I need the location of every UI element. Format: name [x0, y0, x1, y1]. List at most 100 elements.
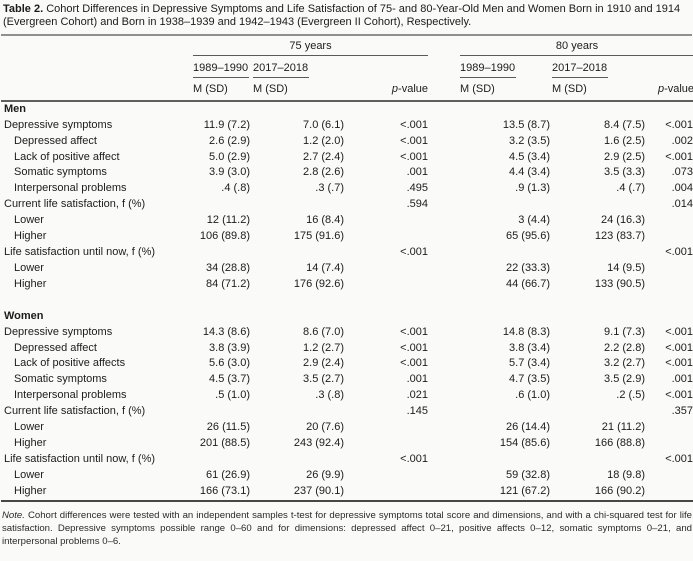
cell-value: 16 (8.4) — [306, 214, 344, 227]
column-gap — [428, 77, 461, 102]
cell-value: .004 — [671, 182, 693, 195]
row-label: Life satisfaction until now, f (%) — [4, 452, 156, 465]
table-row: Depressed affect 2.6 (2.9) 1.2 (2.0) <.001 3… — [1, 134, 693, 150]
cell-value: 7.0 (6.1) — [303, 118, 344, 131]
cell-value: 3.2 (2.7) — [604, 357, 646, 370]
msd-header: M (SD) — [253, 77, 348, 102]
cell-value: .002 — [671, 134, 693, 147]
table-row: Current life satisfaction, f (%) .594 .014 — [1, 197, 693, 213]
column-gap — [428, 245, 460, 261]
cell-value: <.001 — [400, 118, 429, 131]
cell-value — [348, 229, 428, 245]
column-gap — [428, 118, 460, 134]
cell-value — [348, 213, 428, 229]
column-gap — [428, 404, 460, 420]
cell-value: 24 (16.3) — [600, 214, 646, 227]
cell-value: <.001 — [665, 245, 693, 258]
cell-value: 5.0 (2.9) — [209, 150, 250, 163]
table-note: Note. Cohort differences were tested wit… — [1, 502, 692, 548]
cell-value: <.001 — [665, 118, 693, 131]
column-gap — [428, 197, 460, 213]
table-row: Depressive symptoms 11.9 (7.2) 7.0 (6.1) <.… — [1, 118, 693, 134]
row-label: Lower — [14, 468, 44, 481]
table-row: Higher 166 (73.1) 237 (90.1) 121 (67.2) 166 … — [1, 484, 693, 501]
cell-value: 3.5 (2.7) — [303, 373, 344, 386]
row-label: Lack of positive affect — [14, 150, 120, 163]
cell-value — [647, 468, 693, 484]
period-80-early: 1989–1990 — [460, 55, 552, 78]
table-row: Interpersonal problems .5 (1.0) .3 (.8) .02… — [1, 388, 693, 404]
cell-value — [647, 261, 693, 277]
row-label: Lower — [14, 214, 44, 227]
cell-value: 2.9 (2.4) — [303, 357, 344, 370]
age-group-row: 75 years 80 years — [1, 35, 693, 56]
cell-value — [348, 436, 428, 452]
table-row: Higher 201 (88.5) 243 (92.4) 154 (85.6) 166 … — [1, 436, 693, 452]
column-gap — [428, 277, 460, 293]
cell-value: .357 — [671, 405, 693, 418]
table-row: Life satisfaction until now, f (%) <.001 <… — [1, 452, 693, 468]
cell-value: .073 — [671, 166, 693, 179]
cell-value: 176 (92.6) — [293, 277, 344, 290]
cohort-differences-table: 75 years 80 years 1989–1990 2017–2018 19… — [1, 35, 693, 502]
cell-value: .001 — [406, 373, 429, 386]
cell-value: 26 (11.5) — [206, 421, 250, 434]
cell-value — [647, 436, 693, 452]
header-empty — [1, 55, 193, 78]
column-gap — [428, 181, 460, 197]
cell-value — [348, 101, 428, 118]
table-row: Lower 26 (11.5) 20 (7.6) 26 (14.4) 21 (11.2) — [1, 420, 693, 436]
cell-value: .145 — [406, 405, 429, 418]
column-gap — [428, 468, 460, 484]
cell-value: 106 (89.8) — [199, 230, 250, 243]
table-row: Depressive symptoms 14.3 (8.6) 8.6 (7.0) <.… — [1, 325, 693, 341]
row-label: Higher — [14, 277, 47, 290]
cell-value — [348, 261, 428, 277]
row-label: Higher — [14, 436, 47, 449]
cell-value — [253, 101, 348, 118]
age-group-75: 75 years — [193, 35, 429, 56]
period-75-early: 1989–1990 — [193, 55, 253, 78]
cell-value: 22 (33.3) — [505, 261, 551, 274]
column-gap — [428, 55, 460, 78]
note-text: Cohort differences were tested with an i… — [2, 509, 692, 547]
header-empty — [348, 55, 428, 78]
cell-value: 5.6 (3.0) — [209, 357, 250, 370]
cell-value: <.001 — [400, 150, 429, 163]
cell-value: 154 (85.6) — [499, 436, 551, 449]
cell-value — [647, 309, 693, 325]
table-row: Somatic symptoms 4.5 (3.7) 3.5 (2.7) .001 4.… — [1, 372, 693, 388]
p-value-header: p-value — [647, 77, 693, 102]
cell-value: <.001 — [665, 341, 693, 354]
row-label: Current life satisfaction, f (%) — [4, 198, 146, 211]
row-label: Depressive symptoms — [4, 325, 113, 338]
cell-value — [348, 484, 428, 501]
row-label: Somatic symptoms — [14, 166, 107, 179]
msd-header: M (SD) — [552, 77, 648, 102]
cell-value: <.001 — [400, 325, 429, 338]
cell-value: 14 (7.4) — [306, 261, 344, 274]
cell-value: <.001 — [665, 389, 693, 402]
table-header: 75 years 80 years 1989–1990 2017–2018 19… — [1, 35, 693, 102]
cell-value — [460, 245, 552, 261]
table-row: Lower 34 (28.8) 14 (7.4) 22 (33.3) 14 (9.5) — [1, 261, 693, 277]
row-label: Lower — [14, 421, 44, 434]
cell-value — [460, 309, 552, 325]
cell-value: 4.5 (3.7) — [209, 373, 250, 386]
cell-value — [253, 404, 348, 420]
row-label: Lower — [14, 261, 44, 274]
cell-value: .4 (.7) — [616, 182, 646, 195]
cell-value: <.001 — [400, 452, 429, 465]
row-label: Interpersonal problems — [14, 389, 127, 402]
table-row: Depressed affect 3.8 (3.9) 1.2 (2.7) <.001 3… — [1, 341, 693, 357]
cell-value — [253, 245, 348, 261]
table-caption-number: Table 2. — [3, 3, 44, 15]
cell-value: 13.5 (8.7) — [502, 118, 551, 131]
cell-value: <.001 — [400, 245, 429, 258]
cell-value: 2.9 (2.5) — [604, 150, 646, 163]
cell-value: 1.2 (2.0) — [303, 134, 344, 147]
row-label: Depressed affect — [14, 341, 97, 354]
cell-value — [253, 197, 348, 213]
header-empty — [1, 77, 193, 102]
cell-value: 123 (83.7) — [594, 230, 646, 243]
